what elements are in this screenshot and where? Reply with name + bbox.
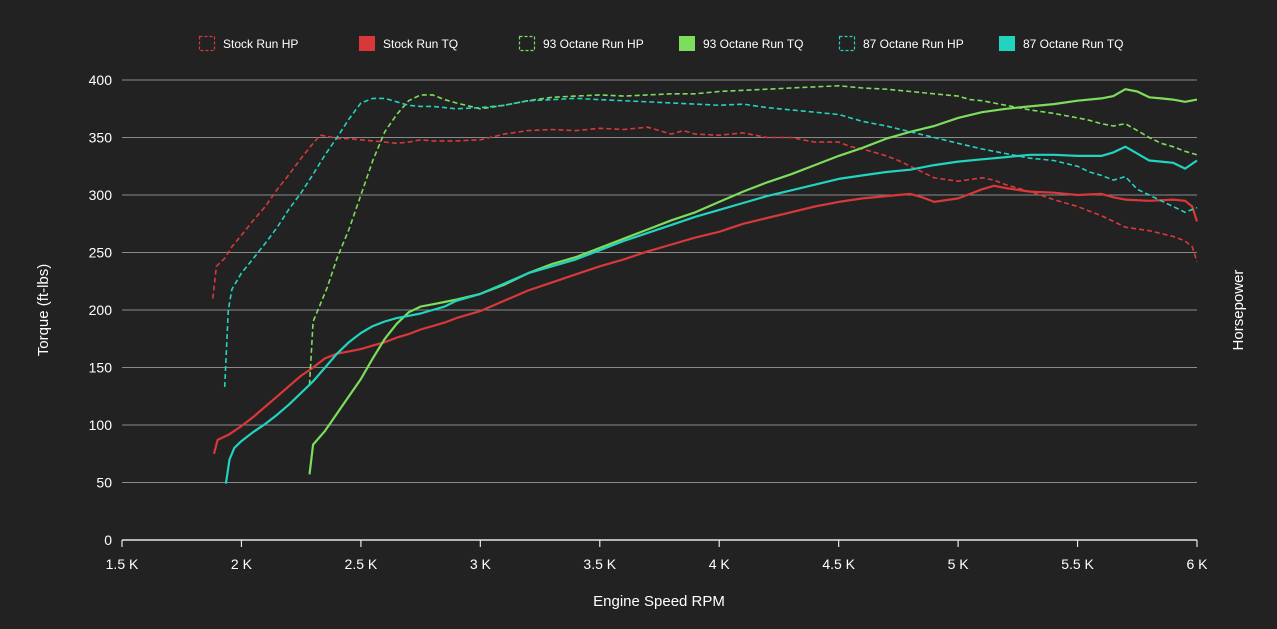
legend-swatch — [838, 35, 856, 52]
x-axis: 1.5 K 2 K 2.5 K 3 K 3.5 K 4 K 4.5 K 5 K 5.5 K 6 K — [106, 540, 1208, 572]
x-tick-label: 2.5 K — [345, 556, 378, 572]
y-tick-label: 0 — [104, 532, 112, 548]
y-tick-label: 100 — [89, 417, 113, 433]
legend-label: 87 Octane Run HP — [863, 37, 964, 51]
x-tick-label: 4 K — [709, 556, 731, 572]
legend-item-93-octane-run-hp[interactable]: 93 Octane Run HP — [518, 35, 644, 52]
y-tick-label: 150 — [89, 360, 113, 376]
legend-item-93-octane-run-tq[interactable]: 93 Octane Run TQ — [679, 36, 804, 51]
gridlines — [122, 79, 1197, 541]
y-tick-label: 350 — [89, 130, 113, 146]
series-line-93-octane-run-tq — [308, 88, 1198, 475]
x-tick-label: 2 K — [231, 556, 253, 572]
legend-swatch — [198, 35, 216, 52]
legend-item-stock-run-tq[interactable]: Stock Run TQ — [359, 36, 458, 51]
series-layer — [212, 85, 1199, 484]
legend-label: 93 Octane Run HP — [543, 37, 644, 51]
y2-axis-title: Horsepower — [1230, 270, 1247, 351]
legend-swatch — [999, 36, 1015, 51]
series-line-87-octane-run-tq — [224, 145, 1198, 484]
x-tick-label: 4.5 K — [822, 556, 855, 572]
legend-item-87-octane-run-tq[interactable]: 87 Octane Run TQ — [999, 36, 1124, 51]
legend-swatch — [518, 35, 536, 52]
y-tick-label: 400 — [89, 72, 113, 88]
y-tick-label: 300 — [89, 187, 113, 203]
x-tick-label: 6 K — [1186, 556, 1208, 572]
series-line-93-octane-run-hp — [308, 85, 1198, 385]
legend-label: Stock Run TQ — [383, 37, 458, 51]
x-tick-label: 5 K — [948, 556, 970, 572]
legend-swatch — [359, 36, 375, 51]
legend-swatch — [679, 36, 695, 51]
y-tick-label: 200 — [89, 302, 113, 318]
x-tick-label: 5.5 K — [1061, 556, 1094, 572]
x-tick-label: 3 K — [470, 556, 492, 572]
y-axis: 0 50 100 150 200 250 300 350 400 — [89, 72, 113, 548]
legend-item-87-octane-run-hp[interactable]: 87 Octane Run HP — [838, 35, 964, 52]
y-axis-title: Torque (ft-lbs) — [35, 264, 52, 357]
series-line-stock-run-tq — [212, 184, 1199, 455]
series-line-stock-run-hp — [212, 126, 1198, 299]
y-tick-label: 250 — [89, 245, 113, 261]
x-tick-label: 1.5 K — [106, 556, 139, 572]
legend-label: 87 Octane Run TQ — [1023, 37, 1124, 51]
x-tick-label: 3.5 K — [583, 556, 616, 572]
legend-label: 93 Octane Run TQ — [703, 37, 804, 51]
y-tick-label: 50 — [96, 475, 112, 491]
x-axis-title: Engine Speed RPM — [593, 593, 725, 610]
legend: Stock Run HP Stock Run TQ 93 Octane Run HP… — [198, 35, 1124, 52]
legend-item-stock-run-hp[interactable]: Stock Run HP — [198, 35, 299, 52]
series-line-87-octane-run-hp — [223, 97, 1198, 388]
legend-label: Stock Run HP — [223, 37, 298, 51]
